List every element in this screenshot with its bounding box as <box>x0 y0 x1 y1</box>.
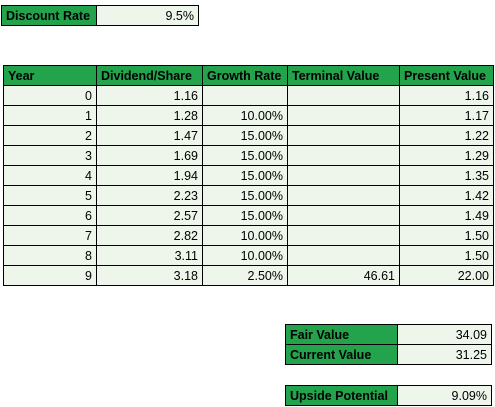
table-row: 9 3.18 2.50% 46.61 22.00 <box>3 265 494 286</box>
cell-dividend[interactable]: 2.23 <box>96 185 203 206</box>
discount-rate-value[interactable]: 9.5% <box>96 5 199 26</box>
cell-year[interactable]: 7 <box>3 225 97 246</box>
upside-potential-value[interactable]: 9.09% <box>397 385 492 406</box>
cell-dividend[interactable]: 2.57 <box>96 205 203 226</box>
cell-year[interactable]: 9 <box>3 265 97 286</box>
cell-terminal[interactable] <box>287 245 400 266</box>
cell-year[interactable]: 6 <box>3 205 97 226</box>
cell-present[interactable]: 1.22 <box>399 125 494 146</box>
cell-present[interactable]: 1.42 <box>399 185 494 206</box>
cell-growth[interactable]: 15.00% <box>202 185 288 206</box>
cell-dividend[interactable]: 1.94 <box>96 165 203 186</box>
cell-terminal[interactable] <box>287 225 400 246</box>
cell-terminal[interactable] <box>287 205 400 226</box>
cell-growth[interactable]: 2.50% <box>202 265 288 286</box>
table-header-row: Year Dividend/Share Growth Rate Terminal… <box>3 65 494 86</box>
table-row: 2 1.47 15.00% 1.22 <box>3 125 494 146</box>
cell-present[interactable]: 22.00 <box>399 265 494 286</box>
cell-year[interactable]: 1 <box>3 105 97 126</box>
cell-present[interactable]: 1.50 <box>399 245 494 266</box>
cell-year[interactable]: 0 <box>3 85 97 106</box>
table-row: 1 1.28 10.00% 1.17 <box>3 105 494 126</box>
cell-year[interactable]: 8 <box>3 245 97 266</box>
cell-dividend[interactable]: 1.28 <box>96 105 203 126</box>
header-terminal-value: Terminal Value <box>287 65 400 86</box>
upside-row: Upside Potential 9.09% <box>285 385 492 406</box>
table-row: 0 1.16 1.16 <box>3 85 494 106</box>
cell-year[interactable]: 3 <box>3 145 97 166</box>
cell-terminal[interactable] <box>287 105 400 126</box>
table-row: 4 1.94 15.00% 1.35 <box>3 165 494 186</box>
upside-summary: Upside Potential 9.09% <box>285 385 492 406</box>
fair-value-label: Fair Value <box>285 324 398 345</box>
cell-terminal[interactable]: 46.61 <box>287 265 400 286</box>
cell-dividend[interactable]: 3.18 <box>96 265 203 286</box>
cell-growth[interactable]: 15.00% <box>202 125 288 146</box>
cell-growth[interactable]: 15.00% <box>202 165 288 186</box>
cell-present[interactable]: 1.16 <box>399 85 494 106</box>
cell-present[interactable]: 1.17 <box>399 105 494 126</box>
fair-value-value[interactable]: 34.09 <box>397 324 492 345</box>
upside-potential-label: Upside Potential <box>285 385 398 406</box>
table-row: 3 1.69 15.00% 1.29 <box>3 145 494 166</box>
header-growth-rate: Growth Rate <box>202 65 288 86</box>
discount-rate-block: Discount Rate 9.5% <box>1 5 199 26</box>
cell-year[interactable]: 4 <box>3 165 97 186</box>
cell-growth[interactable]: 10.00% <box>202 245 288 266</box>
dividend-table: Year Dividend/Share Growth Rate Terminal… <box>3 65 494 286</box>
cell-dividend[interactable]: 3.11 <box>96 245 203 266</box>
cell-dividend[interactable]: 2.82 <box>96 225 203 246</box>
cell-year[interactable]: 2 <box>3 125 97 146</box>
table-row: 8 3.11 10.00% 1.50 <box>3 245 494 266</box>
table-row: 7 2.82 10.00% 1.50 <box>3 225 494 246</box>
cell-year[interactable]: 5 <box>3 185 97 206</box>
header-year: Year <box>3 65 97 86</box>
cell-dividend[interactable]: 1.69 <box>96 145 203 166</box>
table-row: 6 2.57 15.00% 1.49 <box>3 205 494 226</box>
current-value-label: Current Value <box>285 344 398 365</box>
cell-present[interactable]: 1.50 <box>399 225 494 246</box>
cell-growth[interactable]: 15.00% <box>202 145 288 166</box>
cell-dividend[interactable]: 1.47 <box>96 125 203 146</box>
cell-terminal[interactable] <box>287 145 400 166</box>
current-value-value[interactable]: 31.25 <box>397 344 492 365</box>
cell-present[interactable]: 1.29 <box>399 145 494 166</box>
current-value-row: Current Value 31.25 <box>285 344 492 365</box>
cell-terminal[interactable] <box>287 165 400 186</box>
cell-present[interactable]: 1.35 <box>399 165 494 186</box>
header-dividend-share: Dividend/Share <box>96 65 203 86</box>
cell-growth[interactable]: 10.00% <box>202 105 288 126</box>
cell-present[interactable]: 1.49 <box>399 205 494 226</box>
discount-rate-row: Discount Rate 9.5% <box>1 5 199 26</box>
discount-rate-label: Discount Rate <box>1 5 97 26</box>
cell-growth[interactable]: 10.00% <box>202 225 288 246</box>
cell-dividend[interactable]: 1.16 <box>96 85 203 106</box>
table-row: 5 2.23 15.00% 1.42 <box>3 185 494 206</box>
valuation-summary: Fair Value 34.09 Current Value 31.25 <box>285 324 492 365</box>
cell-terminal[interactable] <box>287 125 400 146</box>
cell-growth[interactable]: 15.00% <box>202 205 288 226</box>
fair-value-row: Fair Value 34.09 <box>285 324 492 345</box>
cell-growth[interactable] <box>202 85 288 106</box>
cell-terminal[interactable] <box>287 185 400 206</box>
header-present-value: Present Value <box>399 65 494 86</box>
cell-terminal[interactable] <box>287 85 400 106</box>
